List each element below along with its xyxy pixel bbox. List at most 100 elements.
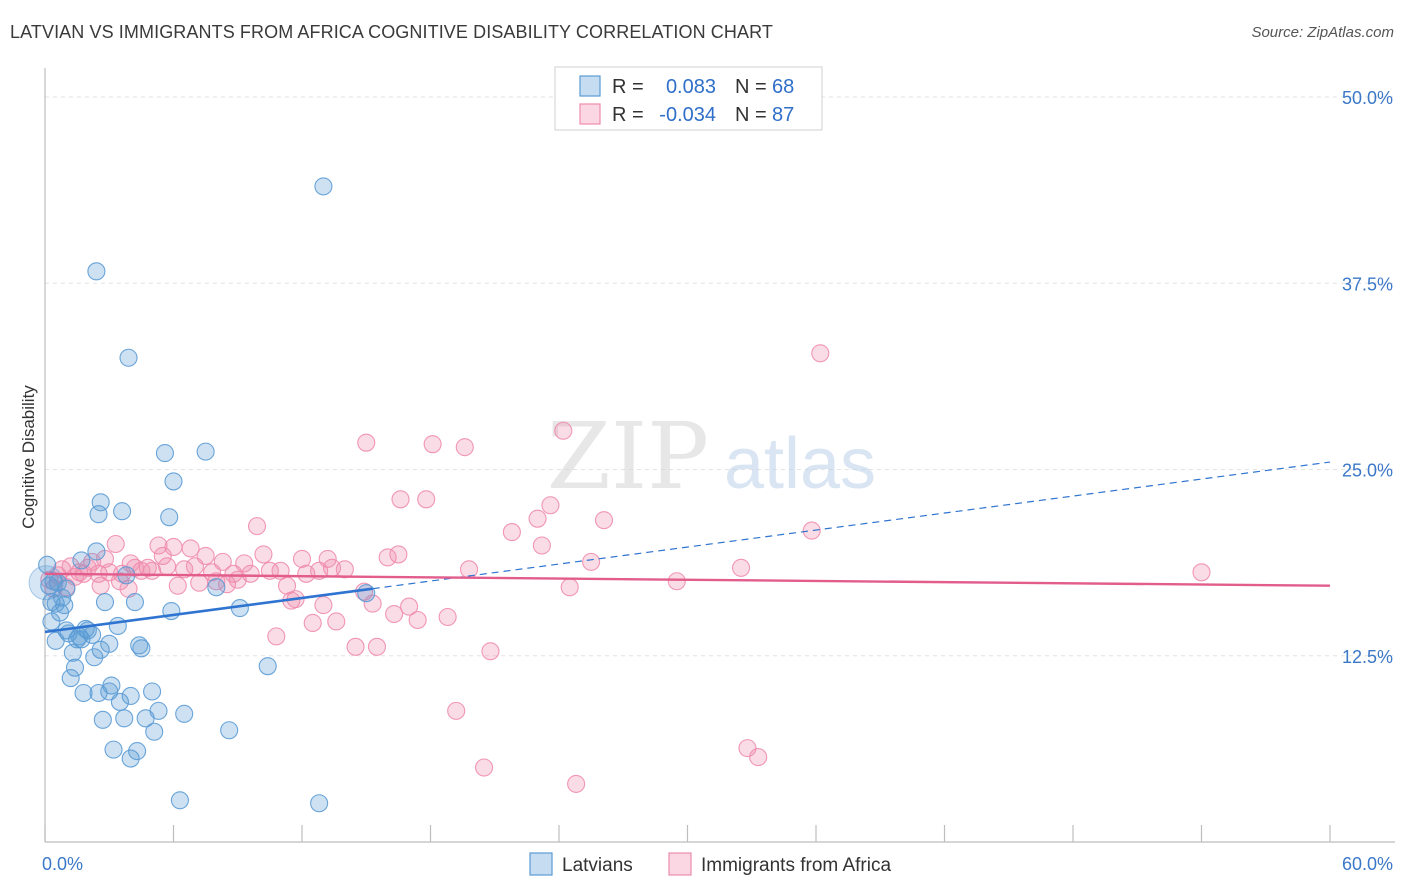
latvian-point: [72, 630, 91, 649]
africa-point: [532, 536, 551, 555]
africa-point: [303, 613, 322, 633]
latvian-point: [89, 505, 108, 524]
africa-point: [391, 490, 410, 509]
africa-point: [213, 552, 232, 571]
africa-point: [502, 523, 521, 542]
series-legend: Latvians Immigrants from Africa: [529, 852, 891, 876]
africa-point: [582, 552, 601, 571]
africa-point: [367, 637, 387, 656]
africa-point: [346, 637, 365, 656]
africa-point: [378, 548, 397, 567]
africa-point: [400, 597, 419, 616]
n-value: 68: [772, 76, 794, 98]
latvian-point: [119, 348, 138, 367]
latvian-point: [42, 612, 61, 631]
latvian-point: [74, 683, 93, 703]
latvian-point: [121, 686, 140, 706]
latvian-point: [164, 472, 183, 491]
latvian-trend-extension: [372, 461, 1331, 590]
watermark-atlas: atlas: [724, 424, 876, 504]
africa-point: [363, 594, 382, 613]
latvian-point: [132, 639, 151, 658]
latvian-point: [196, 442, 215, 461]
latvian-point: [121, 749, 140, 768]
latvian-point: [125, 593, 144, 612]
latvian-point: [130, 636, 149, 655]
latvian-point: [63, 643, 82, 662]
latvian-point: [91, 493, 110, 512]
africa-swatch: [579, 103, 601, 125]
latvian-point: [95, 593, 115, 612]
latvian-point: [357, 584, 376, 603]
correlation-legend: R = 0.083 N = 68 R = -0.034 N = 87: [554, 66, 823, 131]
latvian-point: [155, 444, 174, 463]
y-tick-label: 50.0%: [1342, 88, 1393, 108]
legend-swatch-latvians: [529, 852, 553, 876]
latvian-point: [149, 701, 168, 720]
africa-point: [423, 435, 442, 454]
latvian-point: [61, 669, 80, 688]
latvian-point: [108, 616, 127, 636]
africa-point: [318, 549, 337, 568]
trend-lines: [44, 461, 1331, 634]
africa-point: [247, 517, 267, 536]
africa-point: [554, 421, 573, 440]
y-tick-label: 37.5%: [1342, 274, 1393, 294]
africa-point: [327, 612, 346, 631]
latvian-point: [55, 596, 74, 615]
africa-point: [357, 433, 376, 452]
x-tick-label-max: 60.0%: [1342, 854, 1393, 874]
legend-swatch-africa: [668, 852, 692, 876]
latvian-point: [57, 579, 76, 598]
africa-point: [447, 701, 466, 720]
africa-point: [143, 561, 162, 580]
latvian-point: [65, 658, 85, 677]
africa-point: [267, 627, 286, 646]
axes: 12.5% 25.0% 37.5% 50.0% 0.0% 60.0%: [42, 68, 1395, 874]
n-label: N =: [735, 76, 767, 98]
africa-point: [196, 546, 215, 565]
africa-point: [385, 604, 404, 624]
latvian-point: [72, 551, 91, 570]
x-tick-label-min: 0.0%: [42, 854, 83, 874]
chart-source: Source: ZipAtlas.com: [1251, 24, 1394, 41]
r-value: -0.034: [659, 104, 716, 126]
latvian-point: [175, 704, 194, 723]
latvian-point: [143, 682, 162, 701]
africa-point: [241, 564, 260, 583]
latvian-point: [258, 657, 277, 676]
africa-point: [158, 557, 177, 576]
y-axis-label: Cognitive Disability: [19, 385, 38, 529]
africa-point: [181, 539, 200, 558]
africa-point: [667, 572, 686, 591]
watermark: ZIP atlas: [547, 403, 876, 510]
africa-point: [164, 537, 183, 557]
legend-label-latvians: Latvians: [562, 855, 633, 876]
legend-label-africa: Immigrants from Africa: [701, 855, 891, 876]
latvian-point: [93, 710, 112, 729]
africa-point: [235, 554, 254, 573]
africa-point: [567, 774, 586, 793]
latvian-point: [85, 648, 104, 667]
africa-point: [811, 344, 830, 363]
latvian-trend-line: [44, 587, 373, 634]
latvian-point: [113, 502, 132, 521]
latvian-point: [207, 578, 226, 597]
africa-point: [207, 572, 226, 591]
latvian-point: [310, 794, 329, 813]
r-label: R =: [612, 76, 644, 98]
africa-point: [149, 536, 168, 555]
latvian-point: [128, 742, 147, 761]
latvian-swatch: [579, 75, 601, 97]
y-tick-label: 25.0%: [1342, 461, 1393, 481]
latvian-point: [104, 740, 123, 759]
africa-point: [541, 496, 560, 515]
n-label: N =: [735, 104, 767, 126]
africa-point: [560, 578, 579, 597]
africa-point: [474, 758, 494, 777]
africa-point: [417, 490, 436, 509]
chart-title: LATVIAN VS IMMIGRANTS FROM AFRICA COGNIT…: [10, 22, 773, 42]
africa-point: [455, 438, 474, 457]
watermark-zip: ZIP: [547, 403, 709, 510]
